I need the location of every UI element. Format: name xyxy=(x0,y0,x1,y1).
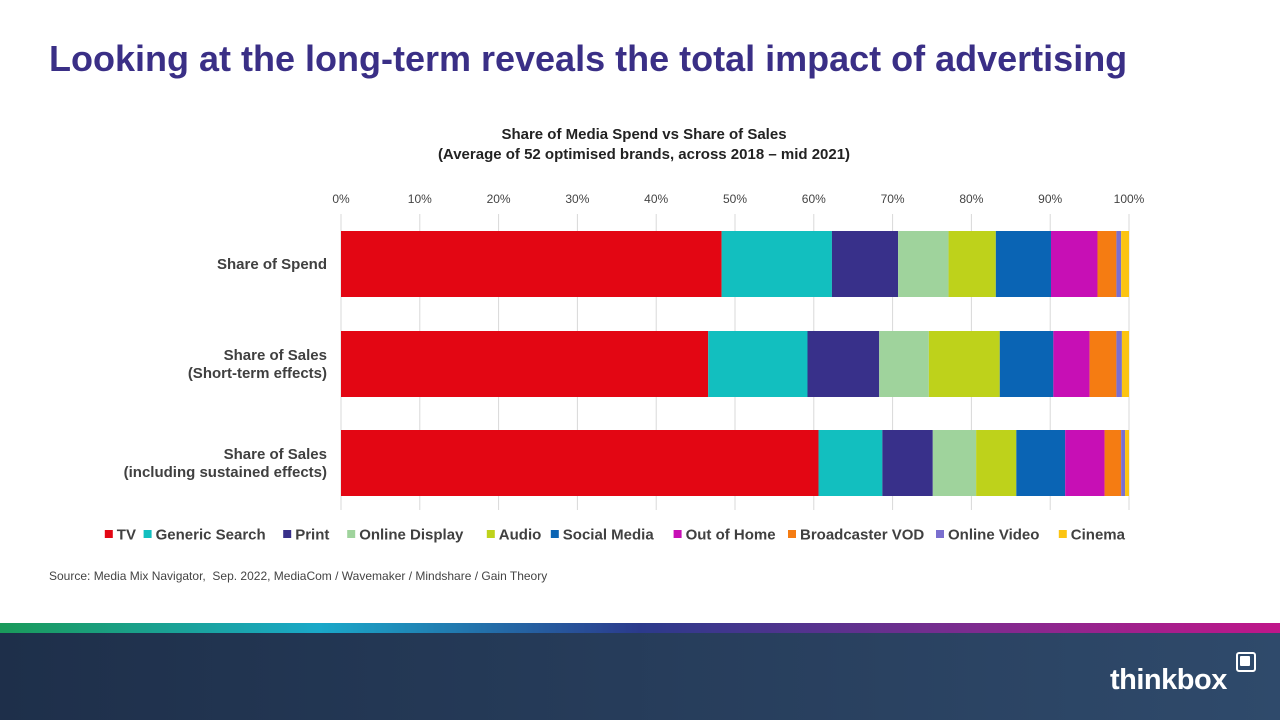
category-label: (Short-term effects) xyxy=(188,365,327,382)
category-label: Share of Spend xyxy=(217,256,327,273)
x-tick-label: 20% xyxy=(487,192,511,206)
x-tick-label: 90% xyxy=(1038,192,1062,206)
legend-label: TV xyxy=(117,527,136,544)
x-tick-label: 10% xyxy=(408,192,432,206)
x-axis-ticks: 0% 10% 20% 30% 40% 50% 60% 70% 80% 90% 100% xyxy=(332,192,1144,206)
legend-label: Cinema xyxy=(1071,527,1126,544)
category-label: Share of Sales xyxy=(224,446,327,463)
bar-segment xyxy=(1016,430,1066,496)
x-tick-label: 70% xyxy=(881,192,905,206)
bar-segment xyxy=(882,430,933,496)
bar-segment xyxy=(928,331,1000,397)
thinkbox-logo: thinkbox xyxy=(1110,664,1227,696)
logo-square-icon xyxy=(1236,652,1256,672)
bar-segment xyxy=(1104,430,1122,496)
chart-subtitle: (Average of 52 optimised brands, across … xyxy=(438,146,850,163)
bar-segment xyxy=(995,231,1051,297)
bar-segment xyxy=(1065,430,1105,496)
bar-segment xyxy=(1116,231,1122,297)
x-tick-label: 30% xyxy=(565,192,589,206)
legend-label: Online Display xyxy=(359,527,464,544)
legend-label: Audio xyxy=(499,527,542,544)
bar-segment xyxy=(1116,331,1122,397)
bar-segment xyxy=(1097,231,1117,297)
category-label: (including sustained effects) xyxy=(124,464,327,481)
bar-segment xyxy=(1125,430,1129,496)
bar-segment xyxy=(999,331,1054,397)
x-tick-label: 50% xyxy=(723,192,747,206)
legend-swatch xyxy=(936,530,944,538)
source-note: Source: Media Mix Navigator, Sep. 2022, … xyxy=(49,569,548,583)
brand-stripe xyxy=(0,623,1280,633)
footer-band xyxy=(0,633,1280,720)
legend-label: Online Video xyxy=(948,527,1039,544)
x-tick-label: 0% xyxy=(332,192,350,206)
bars xyxy=(341,231,1129,496)
legend-label: Out of Home xyxy=(686,527,776,544)
bar-segment xyxy=(879,331,929,397)
bar-segment xyxy=(341,430,819,496)
bar-segment xyxy=(898,231,949,297)
category-label: Share of Sales xyxy=(224,347,327,364)
legend: TV Generic Search Print Online Display Audio… xyxy=(104,527,1126,544)
bar-segment xyxy=(932,430,977,496)
legend-swatch xyxy=(347,530,356,538)
slide-title: Looking at the long-term reveals the tot… xyxy=(49,38,1128,79)
legend-swatch xyxy=(673,530,682,538)
bar-segment xyxy=(1121,231,1129,297)
legend-label: Social Media xyxy=(563,527,655,544)
legend-label: Broadcaster VOD xyxy=(800,527,924,544)
bar-segment xyxy=(976,430,1017,496)
bar-segment xyxy=(1053,331,1090,397)
legend-label: Print xyxy=(295,527,329,544)
bar-segment xyxy=(1121,430,1126,496)
x-tick-label: 80% xyxy=(959,192,983,206)
bar-segment xyxy=(831,231,899,297)
bar-segment xyxy=(341,231,722,297)
legend-swatch xyxy=(143,530,152,538)
stacked-bar-chart: Share of Media Spend vs Share of Sales (… xyxy=(104,126,1145,544)
legend-swatch xyxy=(486,530,495,538)
legend-label: Generic Search xyxy=(156,527,266,544)
legend-swatch xyxy=(1058,530,1067,538)
bar-segment xyxy=(1050,231,1098,297)
legend-swatch xyxy=(104,530,113,538)
chart-title: Share of Media Spend vs Share of Sales xyxy=(501,126,786,143)
bar-segment xyxy=(948,231,996,297)
bar-segment xyxy=(708,331,808,397)
bar-segment xyxy=(818,430,883,496)
x-tick-label: 100% xyxy=(1114,192,1145,206)
legend-swatch xyxy=(788,530,796,538)
bar-segment xyxy=(341,331,709,397)
bar-segment xyxy=(807,331,880,397)
legend-swatch xyxy=(550,530,559,538)
bar-segment xyxy=(1121,331,1129,397)
x-tick-label: 40% xyxy=(644,192,668,206)
legend-swatch xyxy=(283,530,292,538)
bar-segment xyxy=(721,231,832,297)
bar-segment xyxy=(1089,331,1117,397)
x-tick-label: 60% xyxy=(802,192,826,206)
